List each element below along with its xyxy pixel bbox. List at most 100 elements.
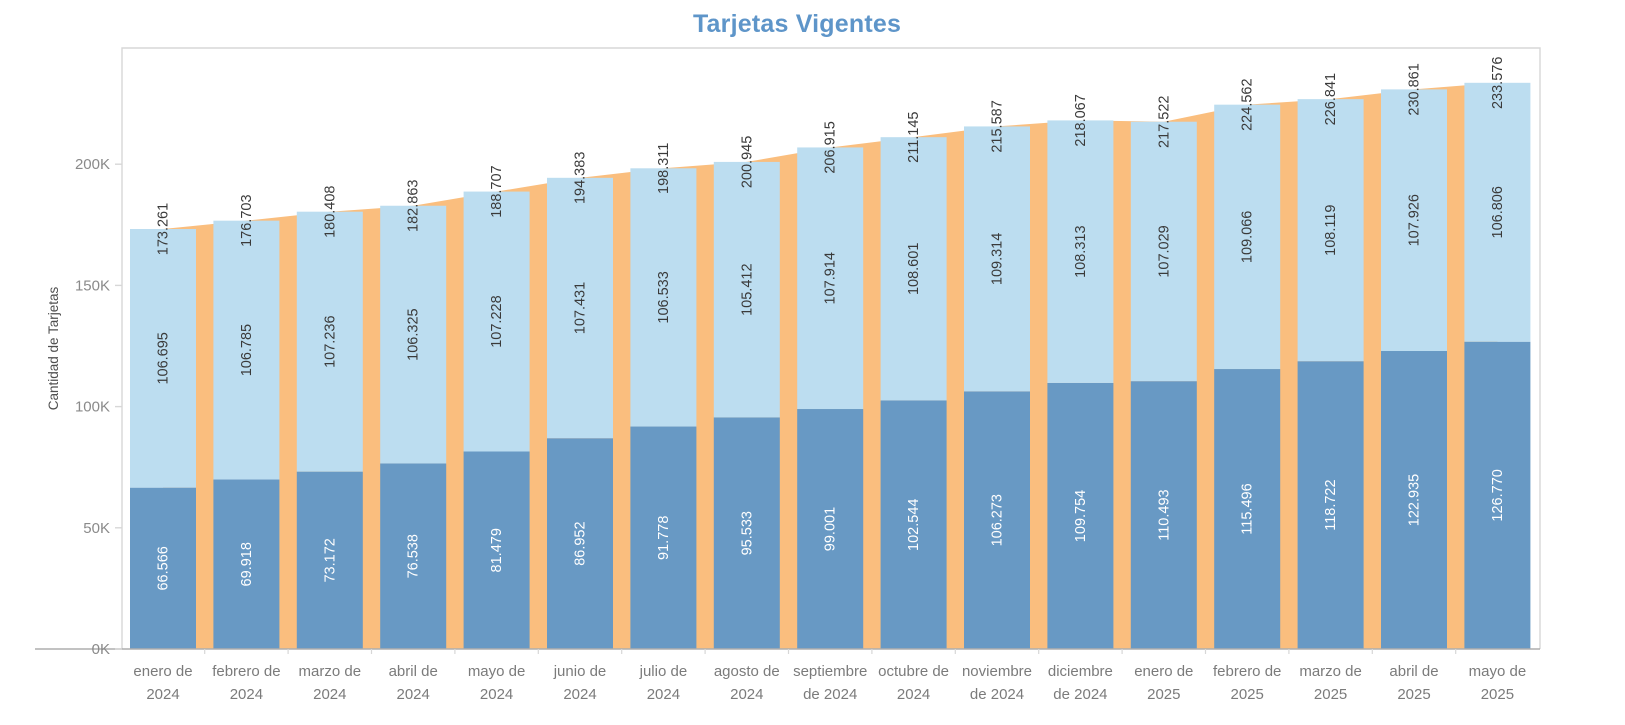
bar-segment-bottom[interactable] — [630, 426, 697, 649]
bar-segment-top[interactable] — [547, 177, 613, 439]
x-axis-category-label[interactable]: 2024 — [730, 686, 763, 703]
bar-value-label: 108.313 — [1073, 225, 1089, 277]
bar-value-label: 105.412 — [739, 263, 755, 315]
x-axis-category-label[interactable]: 2024 — [897, 686, 930, 703]
bar-value-label: 109.754 — [1073, 490, 1089, 542]
bar-segment-top[interactable] — [463, 191, 530, 452]
x-axis-category-label[interactable]: 2025 — [1147, 686, 1180, 703]
total-value-label: 230.861 — [1407, 63, 1423, 115]
bar-segment-bottom[interactable] — [1130, 381, 1197, 649]
bar-segment-top[interactable] — [296, 211, 363, 472]
bar-segment-top[interactable] — [713, 161, 780, 418]
x-axis-category-label[interactable]: mayo de — [468, 663, 526, 680]
x-axis-category-label[interactable]: abril de — [389, 663, 438, 680]
x-axis-category-label[interactable]: octubre de — [878, 663, 949, 680]
bar-segment-top[interactable] — [1381, 89, 1447, 352]
bar-value-label: 76.538 — [406, 534, 422, 578]
bar-value-label: 109.066 — [1240, 211, 1256, 263]
x-axis-category-label[interactable]: enero de — [1134, 663, 1193, 680]
bar-segment-bottom[interactable] — [547, 438, 613, 649]
bar-segment-top[interactable] — [1297, 99, 1364, 362]
bar-segment-top[interactable] — [130, 229, 196, 488]
bar-value-label: 106.695 — [156, 332, 172, 384]
bar-segment-top[interactable] — [380, 205, 447, 464]
y-axis-tick-label: 50K — [83, 520, 110, 537]
x-axis-category-label[interactable]: 2025 — [1314, 686, 1347, 703]
bar-value-label: 109.314 — [990, 233, 1006, 285]
bar-value-label: 91.778 — [656, 516, 672, 560]
bar-segment-bottom[interactable] — [463, 451, 530, 649]
bar-segment-top[interactable] — [213, 220, 280, 480]
total-value-label: 226.841 — [1323, 73, 1339, 125]
bar-segment-bottom[interactable] — [380, 463, 447, 649]
x-axis-category-label[interactable]: 2024 — [480, 686, 513, 703]
x-axis-category-label[interactable]: mayo de — [1469, 663, 1527, 680]
x-axis-category-label[interactable]: de 2024 — [1053, 686, 1107, 703]
bar-value-label: 115.496 — [1240, 483, 1256, 534]
x-axis-category-label[interactable]: abril de — [1389, 663, 1438, 680]
x-axis-category-label[interactable]: julio de — [639, 663, 688, 680]
bar-value-label: 110.493 — [1156, 489, 1172, 540]
x-axis-category-label[interactable]: noviembre — [962, 663, 1032, 680]
bar-value-label: 108.119 — [1323, 205, 1339, 256]
bar-segment-bottom[interactable] — [130, 487, 196, 649]
bar-value-label: 106.785 — [239, 324, 255, 376]
x-axis-category-label[interactable]: junio de — [553, 663, 607, 680]
plot-border — [121, 47, 1541, 649]
bar-value-label: 106.533 — [656, 271, 672, 323]
x-axis-category-label[interactable]: febrero de — [212, 663, 280, 680]
total-value-label: 218.067 — [1073, 94, 1089, 146]
x-axis-category-label[interactable]: febrero de — [1213, 663, 1281, 680]
chart-title: Tarjetas Vigentes — [692, 10, 902, 38]
bar-segment-top[interactable] — [1130, 121, 1197, 382]
bar-segment-top[interactable] — [1464, 82, 1531, 342]
bar-value-label: 106.273 — [990, 494, 1006, 546]
x-axis-category-label[interactable]: marzo de — [299, 663, 362, 680]
x-axis-category-label[interactable]: 2024 — [397, 686, 430, 703]
x-axis-category-label[interactable]: 2025 — [1231, 686, 1264, 703]
x-axis-category-label[interactable]: 2024 — [230, 686, 263, 703]
bar-segment-top[interactable] — [797, 147, 864, 410]
bar-value-label: 102.544 — [906, 499, 922, 551]
bar-segment-top[interactable] — [630, 168, 697, 427]
bar-segment-bottom[interactable] — [296, 471, 363, 649]
x-axis-category-label[interactable]: 2025 — [1481, 686, 1514, 703]
bar-segment-bottom[interactable] — [964, 391, 1030, 649]
bar-segment-top[interactable] — [1214, 104, 1281, 370]
bar-segment-bottom[interactable] — [1214, 369, 1281, 649]
bar-segment-bottom[interactable] — [213, 479, 280, 649]
bar-value-label: 107.029 — [1156, 225, 1172, 277]
bar-segment-bottom[interactable] — [713, 417, 780, 649]
bar-segment-top[interactable] — [964, 126, 1030, 392]
total-value-label: 224.562 — [1240, 78, 1256, 130]
total-value-label: 173.261 — [156, 203, 172, 255]
bar-segment-bottom[interactable] — [797, 409, 864, 649]
total-value-label: 215.587 — [990, 100, 1006, 152]
x-axis-category-label[interactable]: 2025 — [1397, 686, 1430, 703]
x-axis-category-label[interactable]: septiembre — [793, 663, 867, 680]
x-axis-category-label[interactable]: enero de — [133, 663, 192, 680]
bar-segment-bottom[interactable] — [1297, 361, 1364, 649]
total-value-label: 180.408 — [322, 185, 338, 237]
bar-value-label: 107.914 — [823, 252, 839, 304]
x-axis-category-label[interactable]: 2024 — [146, 686, 179, 703]
x-axis-category-label[interactable]: de 2024 — [803, 686, 857, 703]
y-axis-tick-label: 200K — [75, 156, 110, 173]
x-axis-category-label[interactable]: diciembre — [1048, 663, 1113, 680]
x-axis-category-label[interactable]: 2024 — [563, 686, 596, 703]
bar-segment-top[interactable] — [1047, 120, 1114, 383]
x-axis-category-label[interactable]: marzo de — [1299, 663, 1362, 680]
bar-segment-bottom[interactable] — [1381, 351, 1447, 649]
bar-value-label: 73.172 — [322, 538, 338, 582]
bar-segment-bottom[interactable] — [1464, 341, 1531, 649]
x-axis-category-label[interactable]: agosto de — [714, 663, 780, 680]
x-axis-category-label[interactable]: 2024 — [313, 686, 346, 703]
bar-segment-bottom[interactable] — [1047, 382, 1114, 649]
x-axis-category-label[interactable]: 2024 — [647, 686, 680, 703]
bar-segment-top[interactable] — [880, 137, 947, 401]
bar-value-label: 107.431 — [573, 282, 589, 334]
y-axis-title: Cantidad de Tarjetas — [46, 286, 61, 410]
bar-segment-bottom[interactable] — [880, 400, 947, 649]
x-axis-category-label[interactable]: de 2024 — [970, 686, 1024, 703]
